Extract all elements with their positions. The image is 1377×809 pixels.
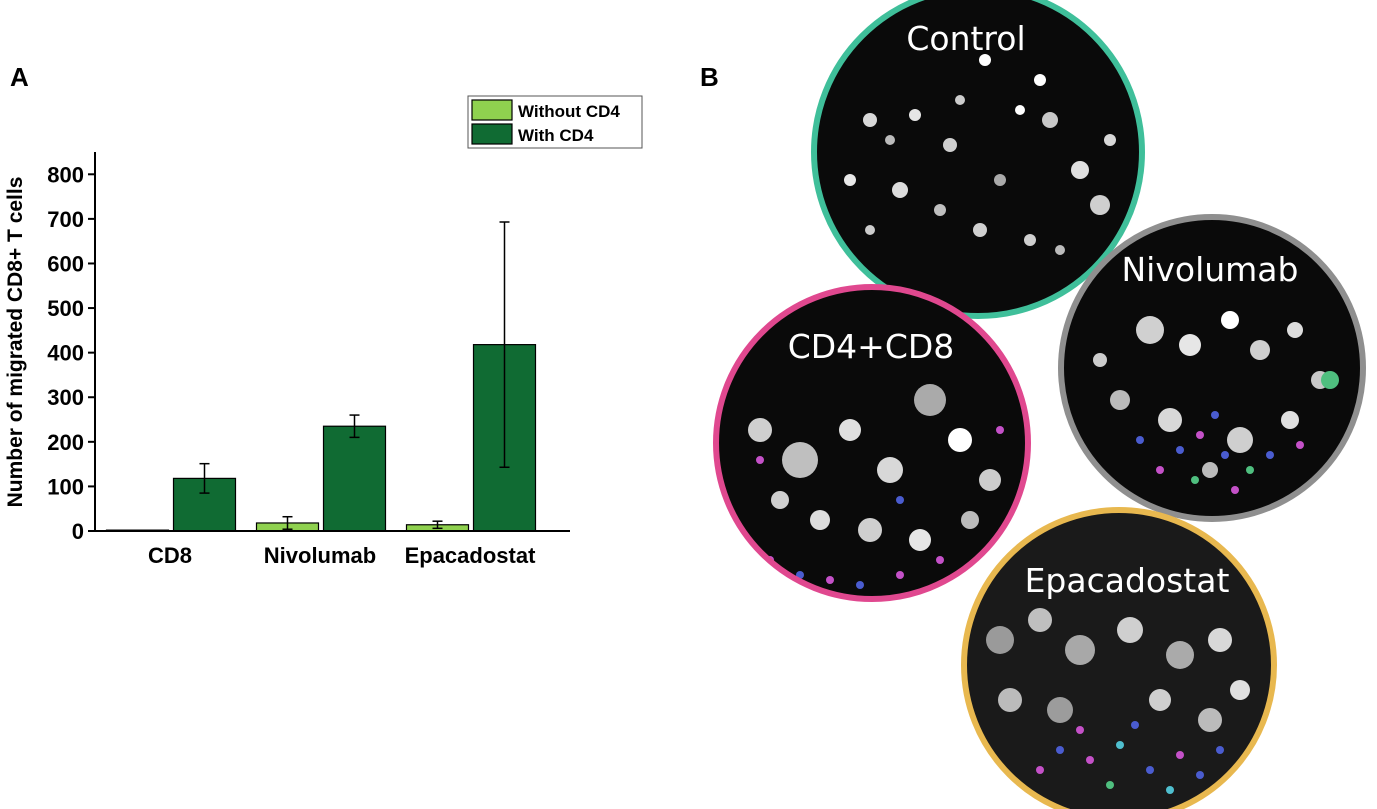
y-tick-label-500: 500 [47,296,84,321]
y-tick-label-600: 600 [47,251,84,276]
error-bar-with-cd4-nivolumab [349,414,360,439]
bars [105,344,537,532]
legend-swatch-without-cd4 [471,99,513,121]
micrograph-control-field [814,0,1142,316]
micrograph-cd4cd8-field [716,287,1028,599]
micrograph-nivolumab-cells [1093,311,1339,494]
x-tick-label-cd8: CD8 [148,543,192,568]
micrograph-nivolumab-ring [1058,214,1366,522]
micrograph-nivolumab-field [1061,217,1363,519]
micrograph-cd4cd8-cells [748,384,1004,589]
y-tick-label-0: 0 [72,519,84,544]
y-ticks: 0 100 200 300 400 500 600 700 800 [47,162,95,544]
error-bar-without-cd4-epacadostat [432,520,443,530]
y-tick-label-100: 100 [47,474,84,499]
bar-chart: 0 100 200 300 400 500 600 700 800 CD8 Nivolumab Ep… [4,95,643,568]
micrograph-epacadostat: Epacadostat [961,507,1277,809]
micrograph-cd4cd8-ring [713,284,1031,602]
x-tick-label-nivolumab: Nivolumab [264,543,376,568]
legend-swatch-with-cd4 [471,123,513,145]
bar-with-cd4-nivolumab [322,425,387,532]
x-tick-label-epacadostat: Epacadostat [405,543,536,568]
legend-label-without-cd4: Without CD4 [518,102,620,121]
micrograph-control: Control [811,0,1145,319]
micrograph-epacadostat-cells [986,608,1250,794]
error-bar-with-cd4-epacadostat [499,221,510,468]
micrograph-control-cells [844,54,1116,255]
y-tick-label-400: 400 [47,341,84,366]
micrograph-nivolumab-label: Nivolumab [1122,250,1299,289]
y-tick-label-300: 300 [47,385,84,410]
y-tick-label-700: 700 [47,207,84,232]
bar-with-cd4-cd8 [172,477,237,532]
micrograph-cd4cd8-label: CD4+CD8 [788,327,955,366]
error-bar-with-cd4-cd8 [199,462,210,494]
legend: Without CD4 With CD4 [467,95,643,149]
micrograph-epacadostat-field [964,510,1274,809]
panel-a-label: A [10,62,29,92]
error-bars [199,221,510,530]
y-axis-title: Number of migrated CD8+ T cells [4,177,27,508]
micrograph-epacadostat-ring [961,507,1277,809]
x-ticks: CD8 Nivolumab Epacadostat [148,543,536,568]
micrograph-nivolumab: Nivolumab [1058,214,1366,522]
micrograph-epacadostat-label: Epacadostat [1025,561,1230,600]
y-tick-label-800: 800 [47,162,84,187]
legend-label-with-cd4: With CD4 [518,126,594,145]
micrograph-control-ring [811,0,1145,319]
error-bar-without-cd4-nivolumab [282,515,293,530]
panel-b-label: B [700,62,719,92]
micrograph-cd4cd8: CD4+CD8 [713,284,1031,602]
micrograph-control-label: Control [906,19,1025,58]
y-tick-label-200: 200 [47,430,84,455]
